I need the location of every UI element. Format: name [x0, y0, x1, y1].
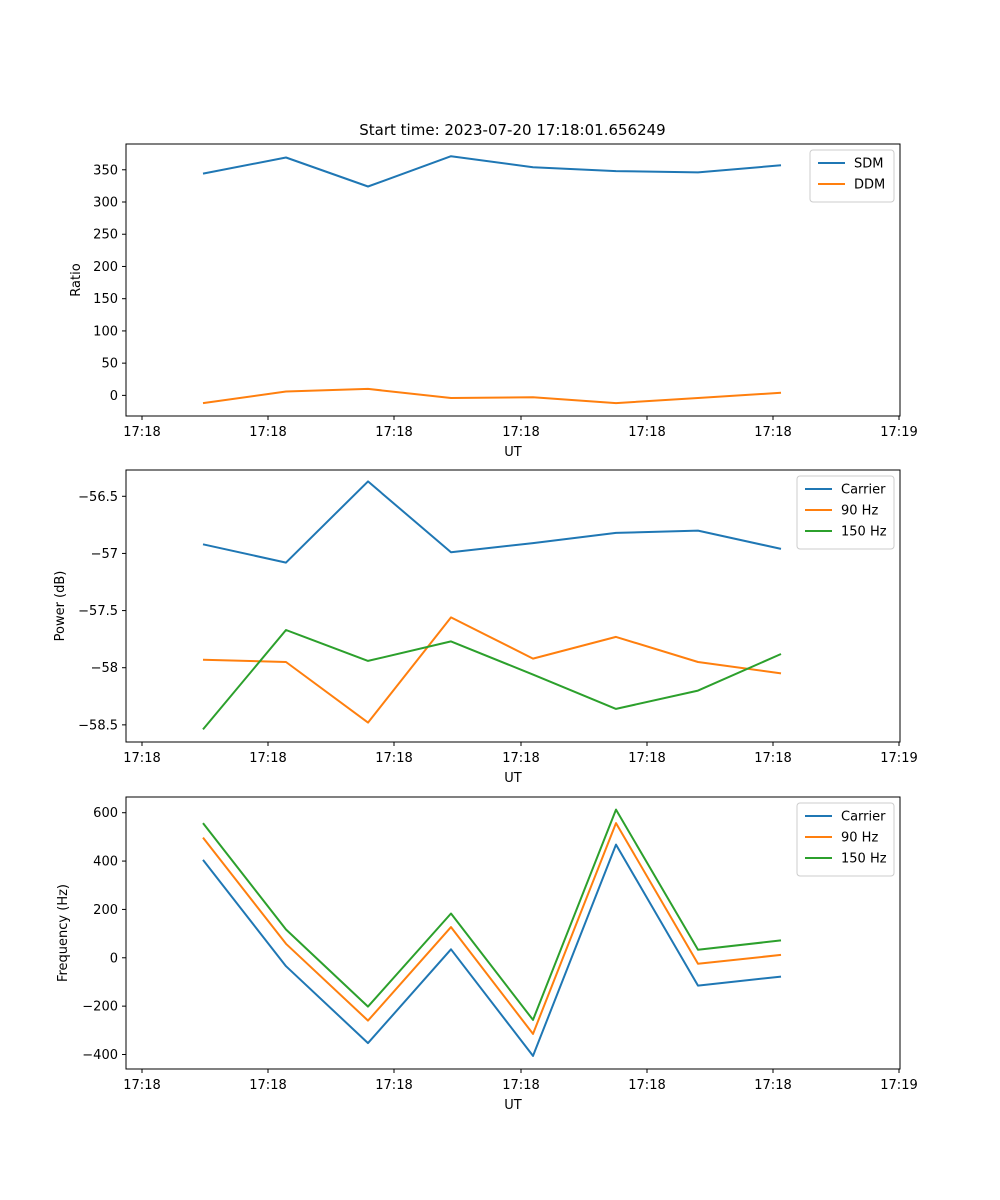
y-tick-label: 300 [93, 196, 118, 211]
y-tick-label: −200 [82, 1000, 118, 1015]
y-axis-label: Ratio [69, 263, 84, 296]
x-tick-label: 17:19 [880, 751, 917, 766]
x-axis-label: UT [504, 445, 522, 460]
x-tick-label: 17:18 [249, 751, 286, 766]
chart-title: Start time: 2023-07-20 17:18:01.656249 [359, 121, 665, 139]
chart-panel-3: 17:18 17:18 17:18 17:18 17:18 17:18 17:19 600 40… [56, 796, 918, 1113]
y-tick-label: 50 [101, 357, 118, 372]
x-tick-label: 17:19 [880, 1078, 917, 1093]
series-line-150-hz [202, 629, 782, 731]
y-tick-label: 0 [110, 951, 118, 966]
axes-frame [125, 796, 901, 1070]
legend-label: SDM [854, 157, 883, 172]
axes-frame [125, 469, 901, 743]
y-tick-label: −58.5 [78, 718, 118, 733]
x-tick-label: 17:18 [502, 751, 539, 766]
series-line-ddm [202, 387, 782, 405]
y-tick-label: 200 [93, 260, 118, 275]
y-tick-label: −400 [82, 1048, 118, 1063]
x-tick-label: 17:18 [628, 1078, 665, 1093]
legend-label: 150 Hz [841, 852, 887, 867]
x-axis-label: UT [504, 771, 522, 786]
y-tick-label: 600 [93, 806, 118, 821]
series-line-90-hz [202, 616, 782, 724]
x-tick-label: 17:18 [502, 425, 539, 440]
legend-label: 90 Hz [841, 504, 878, 519]
legend: Carrier 90 Hz 150 Hz [796, 802, 895, 877]
y-tick-label: 0 [110, 389, 118, 404]
legend-label: 150 Hz [841, 525, 887, 540]
x-tick-label: 17:18 [375, 1078, 412, 1093]
y-tick-label: 350 [93, 163, 118, 178]
x-tick-label: 17:18 [502, 1078, 539, 1093]
x-tick-label: 17:18 [249, 1078, 286, 1093]
x-tick-label: 17:18 [123, 751, 160, 766]
x-tick-label: 17:18 [754, 1078, 791, 1093]
axes-frame [125, 143, 901, 417]
series-line-carrier [202, 843, 782, 1057]
series-line-150-hz [202, 808, 782, 1021]
series-line-carrier [202, 480, 782, 564]
legend-label: Carrier [841, 810, 886, 825]
series-line-sdm [202, 155, 782, 188]
series-line-90-hz [202, 822, 782, 1035]
x-tick-label: 17:18 [628, 425, 665, 440]
x-tick-label: 17:19 [880, 425, 917, 440]
legend: Carrier 90 Hz 150 Hz [796, 475, 895, 550]
y-tick-label: −57.5 [78, 604, 118, 619]
x-tick-label: 17:18 [249, 425, 286, 440]
y-tick-label: −56.5 [78, 490, 118, 505]
x-tick-label: 17:18 [123, 1078, 160, 1093]
x-tick-label: 17:18 [754, 751, 791, 766]
x-tick-label: 17:18 [375, 751, 412, 766]
legend: SDM DDM [809, 149, 895, 203]
y-tick-label: 150 [93, 292, 118, 307]
y-tick-label: 100 [93, 324, 118, 339]
y-tick-label: −58 [91, 661, 118, 676]
x-tick-label: 17:18 [628, 751, 665, 766]
x-tick-label: 17:18 [754, 425, 791, 440]
y-tick-label: 400 [93, 855, 118, 870]
x-axis-label: UT [504, 1098, 522, 1113]
y-tick-label: −57 [91, 547, 118, 562]
chart-panel-1: 17:18 17:18 17:18 17:18 17:18 17:18 17:19 0 50 10… [69, 143, 918, 460]
y-tick-label: 250 [93, 228, 118, 243]
y-tick-label: 200 [93, 903, 118, 918]
legend-label: DDM [854, 178, 885, 193]
x-tick-label: 17:18 [375, 425, 412, 440]
legend-label: Carrier [841, 483, 886, 498]
y-axis-label: Power (dB) [53, 571, 68, 642]
x-tick-label: 17:18 [123, 425, 160, 440]
y-axis-label: Frequency (Hz) [56, 884, 71, 982]
chart-panel-2: 17:18 17:18 17:18 17:18 17:18 17:18 17:19 −56.5… [53, 469, 918, 786]
legend-label: 90 Hz [841, 831, 878, 846]
